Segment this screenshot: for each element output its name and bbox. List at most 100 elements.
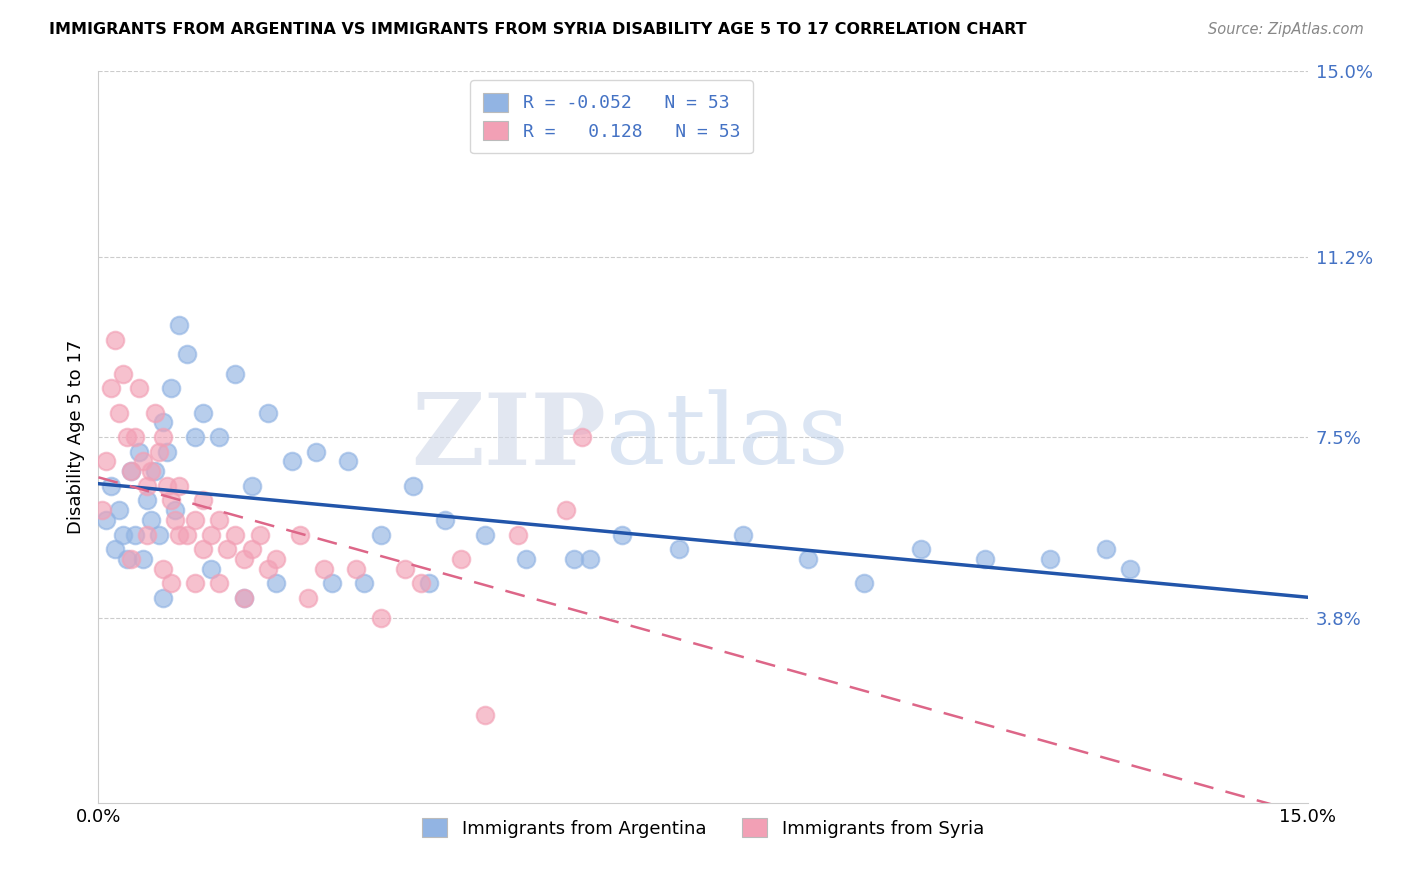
Point (256, 406, 278, 420)
Point (474, 708, 496, 723)
Point (370, 527, 392, 541)
Point (208, 576, 231, 591)
Point (100, 479, 122, 493)
Point (148, 444, 170, 458)
Point (160, 493, 183, 508)
Point (353, 576, 375, 591)
Point (184, 430, 207, 444)
Point (176, 527, 198, 541)
Point (249, 527, 271, 541)
Point (394, 562, 416, 576)
Point (193, 542, 215, 557)
Point (103, 542, 125, 557)
Point (184, 513, 207, 527)
Legend: Immigrants from Argentina, Immigrants from Syria: Immigrants from Argentina, Immigrants fr… (415, 811, 991, 845)
Point (163, 513, 186, 527)
Point (124, 430, 146, 444)
Point (156, 479, 179, 493)
Point (111, 367, 134, 381)
Point (515, 552, 537, 566)
Point (124, 527, 146, 541)
Point (91, 503, 114, 517)
Point (240, 479, 263, 493)
Point (450, 552, 472, 566)
Point (132, 552, 155, 566)
Point (797, 552, 820, 566)
Point (96, 513, 118, 527)
Point (344, 562, 367, 576)
Point (160, 576, 183, 591)
Point (143, 406, 166, 420)
Point (200, 527, 222, 541)
Text: IMMIGRANTS FROM ARGENTINA VS IMMIGRANTS FROM SYRIA DISABILITY AGE 5 TO 17 CORREL: IMMIGRANTS FROM ARGENTINA VS IMMIGRANTS … (49, 22, 1026, 37)
Point (910, 542, 932, 557)
Point (139, 464, 162, 478)
Point (217, 542, 239, 557)
Point (156, 444, 179, 458)
Point (208, 430, 231, 444)
Point (100, 381, 122, 395)
Point (176, 347, 198, 361)
Point (474, 527, 496, 541)
Point (232, 591, 254, 605)
Point (152, 416, 174, 430)
Point (434, 513, 457, 527)
Point (148, 527, 170, 541)
Point (135, 527, 157, 541)
Point (152, 430, 174, 444)
Point (418, 576, 440, 591)
Point (115, 430, 138, 444)
Text: atlas: atlas (606, 389, 849, 485)
Point (167, 318, 190, 332)
Point (668, 542, 690, 557)
Point (184, 576, 207, 591)
Point (103, 333, 125, 347)
Point (120, 552, 142, 566)
Point (240, 542, 263, 557)
Point (107, 503, 129, 517)
Point (208, 513, 231, 527)
Point (337, 454, 360, 468)
Y-axis label: Disability Age 5 to 17: Disability Age 5 to 17 (66, 340, 84, 534)
Point (1119, 562, 1142, 576)
Point (256, 562, 278, 576)
Point (135, 479, 157, 493)
Point (579, 552, 602, 566)
Point (107, 406, 129, 420)
Point (152, 562, 174, 576)
Point (120, 464, 142, 478)
Point (733, 527, 755, 541)
Point (152, 591, 174, 605)
Point (163, 503, 186, 517)
Point (264, 552, 287, 566)
Point (506, 527, 529, 541)
Point (555, 503, 578, 517)
Point (232, 552, 254, 566)
Point (96, 454, 118, 468)
Point (167, 479, 190, 493)
Point (562, 552, 585, 566)
Point (288, 527, 311, 541)
Point (1039, 552, 1062, 566)
Point (111, 527, 134, 541)
Point (200, 562, 222, 576)
Text: ZIP: ZIP (412, 389, 606, 485)
Point (305, 444, 328, 458)
Point (224, 367, 246, 381)
Point (128, 381, 150, 395)
Point (115, 552, 138, 566)
Point (612, 527, 634, 541)
Point (232, 591, 254, 605)
Point (321, 576, 343, 591)
Point (974, 552, 997, 566)
Point (120, 464, 142, 478)
Point (135, 493, 157, 508)
Point (167, 527, 190, 541)
Point (297, 591, 319, 605)
Point (409, 576, 432, 591)
Point (1095, 542, 1118, 557)
Point (370, 610, 392, 624)
Text: Source: ZipAtlas.com: Source: ZipAtlas.com (1208, 22, 1364, 37)
Point (139, 513, 162, 527)
Point (402, 479, 425, 493)
